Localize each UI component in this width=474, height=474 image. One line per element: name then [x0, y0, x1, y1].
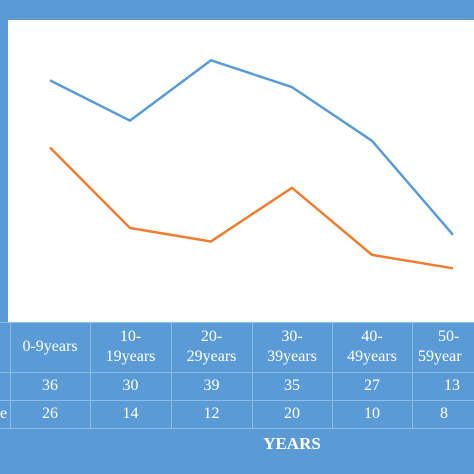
series-1-value-3: 35 — [284, 377, 300, 394]
category-label-4: 40- 49years — [347, 328, 397, 365]
series-1-value-5: 13 — [444, 377, 460, 394]
series-2-value-0: 26 — [42, 405, 58, 422]
series-2-value-5: 8 — [440, 405, 448, 422]
table-divider — [90, 322, 91, 428]
series-1-value-4: 27 — [364, 377, 380, 394]
table-divider — [171, 322, 172, 428]
x-axis-title: YEARS — [263, 434, 321, 453]
table-border-row2 — [0, 400, 474, 401]
series-2-line — [49, 146, 454, 270]
series-2-value-2: 12 — [203, 405, 220, 422]
chart-plot — [49, 59, 454, 270]
table-border-top — [0, 322, 474, 323]
category-label-5: 50- 59year — [418, 328, 462, 365]
category-label-2: 20- 29years — [186, 328, 237, 365]
series-1-value-1: 30 — [122, 377, 139, 394]
table-divider — [252, 322, 253, 428]
category-label-0: 0-9years — [22, 338, 78, 355]
table-border-bottom — [0, 428, 474, 429]
series-2-row-label: e — [0, 405, 8, 422]
table-divider — [412, 322, 413, 428]
series-2-value-1: 14 — [122, 405, 139, 422]
plot-area — [8, 20, 474, 322]
table-divider — [332, 322, 333, 428]
series-1-line — [49, 59, 454, 236]
series-1-value-0: 36 — [42, 377, 58, 394]
category-label-3: 30- 39years — [267, 328, 317, 365]
table-divider — [10, 322, 11, 428]
series-2-value-3: 20 — [284, 405, 300, 422]
series-1-value-2: 39 — [203, 377, 220, 394]
category-label-1: 10- 19years — [105, 328, 156, 365]
table-border-row1 — [0, 372, 474, 373]
series-2-value-4: 10 — [364, 405, 380, 422]
